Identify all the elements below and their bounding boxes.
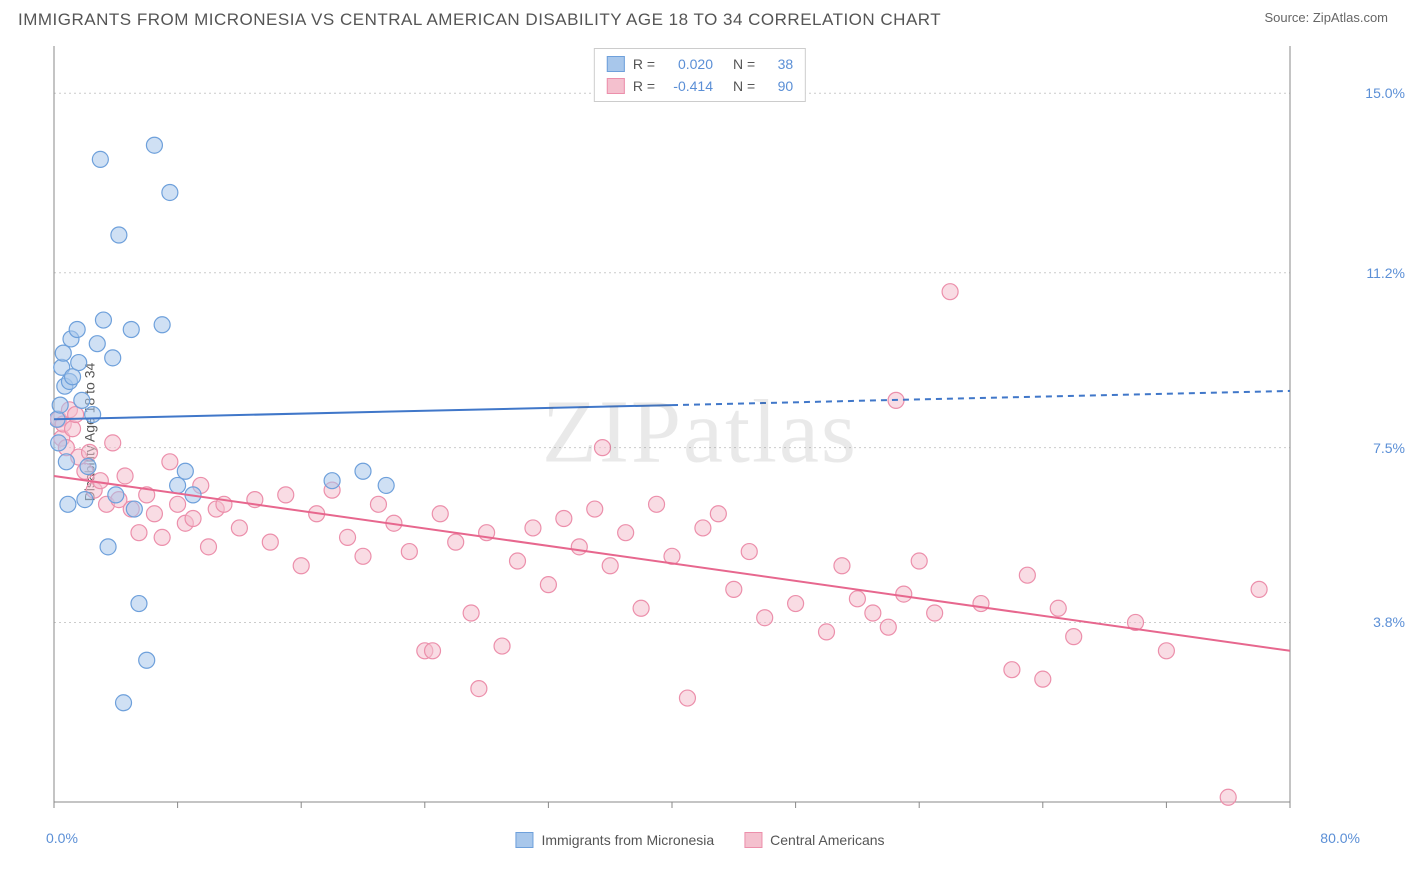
series-2-name: Central Americans <box>770 832 884 848</box>
stats-legend: R = 0.020 N = 38 R = -0.414 N = 90 <box>594 48 806 102</box>
y-tick-label: 11.2% <box>1366 265 1405 281</box>
n-value-2: 90 <box>763 75 793 97</box>
series-1-name: Immigrants from Micronesia <box>541 832 714 848</box>
chart-title: IMMIGRANTS FROM MICRONESIA VS CENTRAL AM… <box>18 10 941 30</box>
x-min-label: 0.0% <box>46 830 78 846</box>
series-legend: Immigrants from Micronesia Central Ameri… <box>515 832 884 848</box>
source-attribution: Source: ZipAtlas.com <box>1264 10 1388 25</box>
x-max-label: 80.0% <box>1320 830 1360 846</box>
n-value-1: 38 <box>763 53 793 75</box>
r-value-2: -0.414 <box>663 75 713 97</box>
legend-item-2: Central Americans <box>744 832 884 848</box>
n-label: N = <box>733 53 755 75</box>
swatch-series-1 <box>515 832 533 848</box>
swatch-series-2 <box>744 832 762 848</box>
r-label: R = <box>633 75 655 97</box>
swatch-series-1 <box>607 56 625 72</box>
stats-row-series-2: R = -0.414 N = 90 <box>607 75 793 97</box>
swatch-series-2 <box>607 78 625 94</box>
chart-container: Disability Age 18 to 34 ZIPatlas 3.8%7.5… <box>50 42 1350 822</box>
y-tick-label: 15.0% <box>1365 85 1405 101</box>
stats-row-series-1: R = 0.020 N = 38 <box>607 53 793 75</box>
r-value-1: 0.020 <box>663 53 713 75</box>
n-label: N = <box>733 75 755 97</box>
scatter-plot <box>50 42 1350 822</box>
y-tick-label: 3.8% <box>1373 614 1405 630</box>
y-tick-label: 7.5% <box>1373 440 1405 456</box>
legend-item-1: Immigrants from Micronesia <box>515 832 714 848</box>
r-label: R = <box>633 53 655 75</box>
